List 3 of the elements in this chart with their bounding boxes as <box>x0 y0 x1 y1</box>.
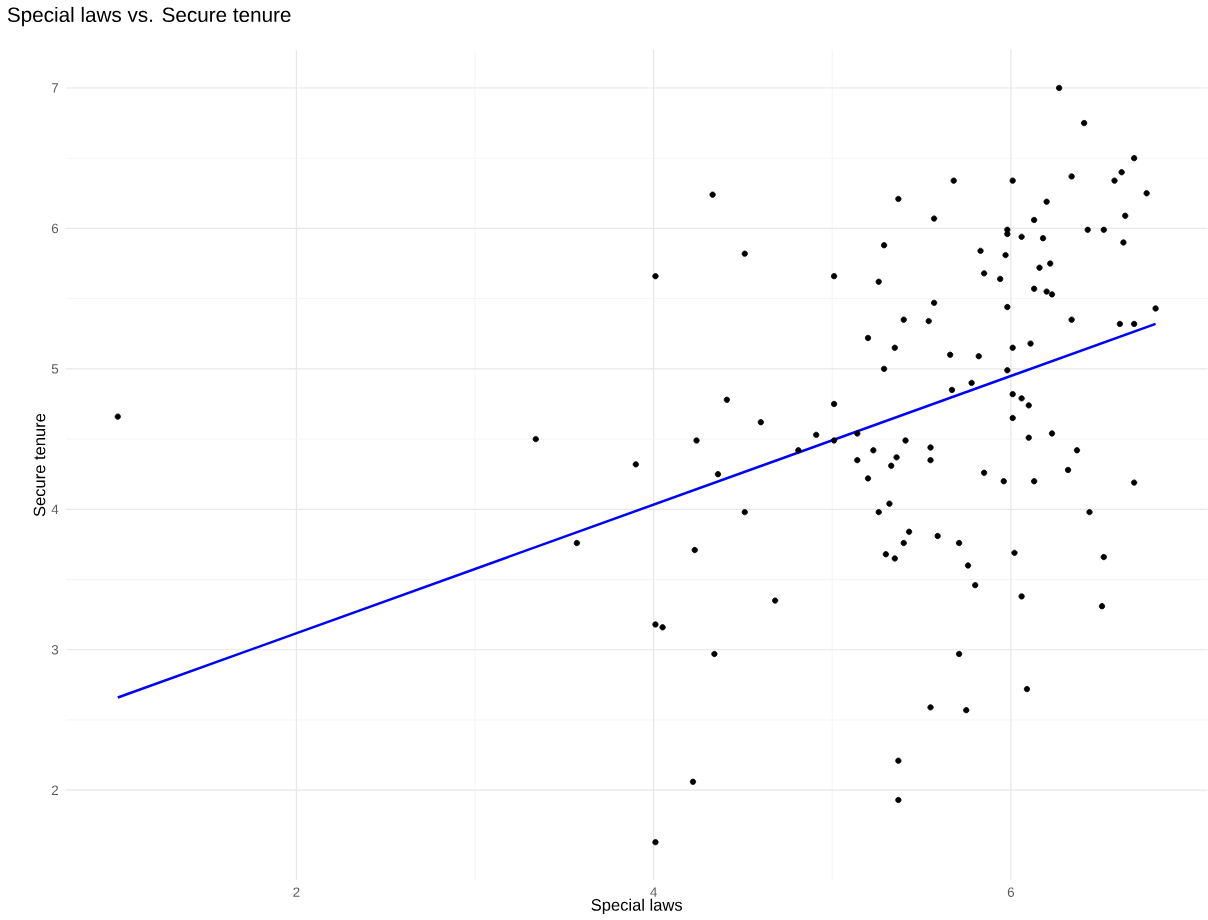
chart-title: Special laws vs. Secure tenure <box>7 6 291 26</box>
x-axis-title: Special laws <box>591 898 683 914</box>
y-axis-title: Secure tenure <box>33 413 46 516</box>
